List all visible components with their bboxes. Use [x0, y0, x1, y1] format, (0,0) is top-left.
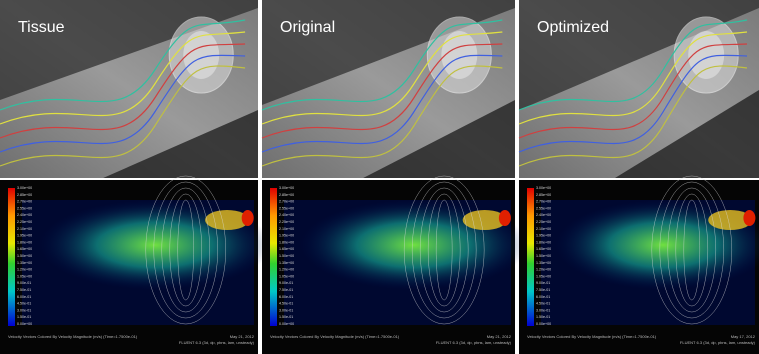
- colorbar-label: 2.10e+00: [17, 227, 32, 231]
- colorbar-label: 2.70e+00: [17, 200, 32, 204]
- footer-date: May 17, 2012: [731, 334, 756, 339]
- panel-label: Tissue: [18, 19, 65, 36]
- colorbar-label: 1.05e+00: [17, 274, 32, 278]
- colorbar-label: 7.50e-01: [279, 288, 293, 292]
- colorbar-label: 1.65e+00: [536, 247, 551, 251]
- jet-core: [242, 210, 254, 226]
- colorbar-label: 3.00e-01: [17, 308, 31, 312]
- colorbar-label: 1.50e+00: [536, 254, 551, 258]
- colorbar-label: 2.40e+00: [279, 213, 294, 217]
- colorbar-label: 6.00e-01: [279, 295, 293, 299]
- colorbar-label: 2.55e+00: [536, 206, 551, 210]
- colorbar: [270, 188, 277, 326]
- colorbar-label: 1.95e+00: [536, 234, 551, 238]
- footer-solver: FLUENT 6.3 (3d, dp, pbns, lam, unsteady): [436, 340, 512, 345]
- footer-caption: Velocity Vectors Colored By Velocity Mag…: [527, 334, 657, 339]
- colorbar-label: 3.00e-01: [279, 308, 293, 312]
- colorbar-label: 3.00e+00: [536, 186, 551, 190]
- colorbar-label: 1.05e+00: [279, 274, 294, 278]
- colorbar-label: 2.25e+00: [536, 220, 551, 224]
- colorbar-label: 1.35e+00: [279, 261, 294, 265]
- colorbar-label: 1.50e-01: [17, 315, 31, 319]
- colorbar-label: 2.85e+00: [536, 193, 551, 197]
- colorbar-label: 1.20e+00: [279, 268, 294, 272]
- colorbar-label: 7.50e-01: [536, 288, 550, 292]
- colorbar-label: 2.10e+00: [279, 227, 294, 231]
- panel: Optimized 3.00e+00 2.85e+00 2.70e+00 2.55e+0…: [519, 0, 759, 354]
- colorbar-label: 9.00e-01: [17, 281, 31, 285]
- colorbar-label: 1.35e+00: [17, 261, 32, 265]
- colorbar-label: 4.50e-01: [17, 302, 31, 306]
- colorbar-label: 0.00e+00: [17, 322, 32, 326]
- footer-caption: Velocity Vectors Colored By Velocity Mag…: [270, 334, 400, 339]
- jet-core: [743, 210, 755, 226]
- colorbar-label: 4.50e-01: [536, 302, 550, 306]
- velocity-view: 3.00e+00 2.85e+00 2.70e+00 2.55e+00 2.40e+00…: [519, 176, 759, 354]
- colorbar-label: 1.80e+00: [17, 240, 32, 244]
- footer-solver: FLUENT 6.3 (3d, dp, pbns, lam, unsteady): [179, 340, 255, 345]
- colorbar-label: 3.00e+00: [279, 186, 294, 190]
- colorbar-label: 2.25e+00: [17, 220, 32, 224]
- colorbar-label: 1.50e+00: [279, 254, 294, 258]
- colorbar-label: 7.50e-01: [17, 288, 31, 292]
- colorbar-label: 1.80e+00: [536, 240, 551, 244]
- colorbar-label: 9.00e-01: [536, 281, 550, 285]
- colorbar-label: 2.10e+00: [536, 227, 551, 231]
- colorbar-label: 2.55e+00: [279, 206, 294, 210]
- colorbar-label: 1.65e+00: [17, 247, 32, 251]
- panel: Original 3.00e+00 2.85e+00 2.70e+00 2.55e+00…: [262, 0, 528, 354]
- footer-solver: FLUENT 6.3 (3d, dp, pbns, lam, unsteady): [680, 340, 756, 345]
- colorbar-label: 2.55e+00: [17, 206, 32, 210]
- panel-label: Optimized: [537, 19, 609, 36]
- velocity-view: 3.00e+00 2.85e+00 2.70e+00 2.55e+00 2.40e+00…: [262, 176, 528, 354]
- colorbar-label: 9.00e-01: [279, 281, 293, 285]
- colorbar-label: 1.05e+00: [536, 274, 551, 278]
- colorbar: [8, 188, 15, 326]
- colorbar-label: 3.00e-01: [536, 308, 550, 312]
- footer-date: May 21, 2012: [487, 334, 512, 339]
- colorbar-label: 0.00e+00: [536, 322, 551, 326]
- colorbar-label: 2.40e+00: [536, 213, 551, 217]
- footer-date: May 21, 2012: [230, 334, 255, 339]
- panel: Tissue 3.00e+00 2.85e+00 2.70e+00 2.55e+00 2.…: [0, 0, 271, 354]
- colorbar-label: 2.40e+00: [17, 213, 32, 217]
- colorbar-label: 1.65e+00: [279, 247, 294, 251]
- colorbar-label: 1.50e+00: [17, 254, 32, 258]
- velocity-view: 3.00e+00 2.85e+00 2.70e+00 2.55e+00 2.40e+00…: [0, 176, 271, 354]
- jet-core: [499, 210, 511, 226]
- colorbar-label: 2.85e+00: [279, 193, 294, 197]
- colorbar-label: 3.00e+00: [17, 186, 32, 190]
- colorbar-label: 0.00e+00: [279, 322, 294, 326]
- colorbar-label: 2.70e+00: [279, 200, 294, 204]
- colorbar-label: 4.50e-01: [279, 302, 293, 306]
- colorbar-label: 2.85e+00: [17, 193, 32, 197]
- colorbar: [527, 188, 534, 326]
- colorbar-label: 1.35e+00: [536, 261, 551, 265]
- colorbar-label: 1.50e-01: [279, 315, 293, 319]
- colorbar-label: 1.95e+00: [17, 234, 32, 238]
- colorbar-label: 2.25e+00: [279, 220, 294, 224]
- colorbar-label: 2.70e+00: [536, 200, 551, 204]
- colorbar-label: 6.00e-01: [536, 295, 550, 299]
- colorbar-label: 1.50e-01: [536, 315, 550, 319]
- colorbar-label: 1.95e+00: [279, 234, 294, 238]
- footer-caption: Velocity Vectors Colored By Velocity Mag…: [8, 334, 138, 339]
- colorbar-label: 1.20e+00: [536, 268, 551, 272]
- colorbar-label: 1.80e+00: [279, 240, 294, 244]
- figure: Tissue 3.00e+00 2.85e+00 2.70e+00 2.55e+00 2.…: [0, 0, 759, 354]
- colorbar-label: 1.20e+00: [17, 268, 32, 272]
- colorbar-label: 6.00e-01: [17, 295, 31, 299]
- panel-label: Original: [280, 19, 335, 36]
